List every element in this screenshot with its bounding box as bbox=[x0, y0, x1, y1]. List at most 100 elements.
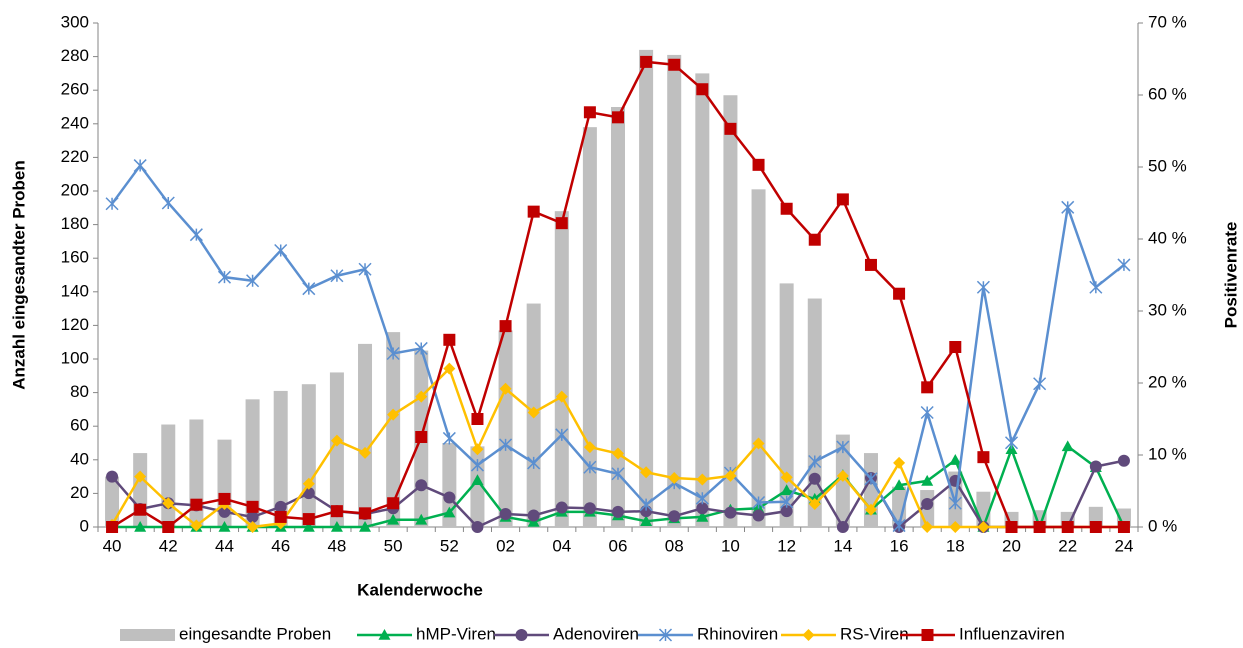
marker bbox=[414, 341, 428, 355]
marker bbox=[1061, 440, 1074, 452]
marker bbox=[330, 434, 343, 447]
marker bbox=[696, 502, 709, 515]
marker bbox=[1061, 521, 1074, 533]
marker bbox=[977, 451, 990, 464]
marker bbox=[695, 491, 709, 505]
marker bbox=[780, 505, 793, 518]
legend-marker bbox=[515, 629, 528, 641]
marker bbox=[724, 469, 737, 482]
marker bbox=[499, 438, 513, 452]
marker bbox=[892, 519, 906, 533]
marker bbox=[612, 111, 624, 124]
y2-axis-title: Positivenrate bbox=[1221, 222, 1240, 329]
x-tick-label: 20 bbox=[1002, 536, 1021, 555]
marker bbox=[527, 205, 540, 218]
marker bbox=[583, 441, 596, 454]
marker bbox=[162, 497, 175, 510]
bar bbox=[723, 95, 738, 528]
marker bbox=[640, 55, 653, 68]
marker bbox=[893, 479, 906, 491]
marker bbox=[949, 521, 962, 533]
y2-tick-label: 0 % bbox=[1148, 516, 1177, 535]
marker bbox=[1089, 521, 1102, 533]
marker bbox=[555, 217, 568, 230]
legend-label: hMP-Viren bbox=[416, 624, 496, 643]
y-tick-label: 80 bbox=[70, 382, 89, 401]
marker bbox=[836, 469, 849, 482]
marker bbox=[1117, 521, 1130, 533]
y2-tick-label: 30 % bbox=[1148, 300, 1187, 319]
bar bbox=[582, 127, 597, 527]
y2-tick-label: 40 % bbox=[1148, 228, 1187, 247]
bar bbox=[133, 453, 148, 527]
marker bbox=[583, 502, 596, 515]
marker bbox=[359, 507, 372, 520]
marker bbox=[696, 510, 709, 522]
marker bbox=[527, 509, 540, 522]
marker bbox=[893, 456, 906, 469]
x-tick-label: 10 bbox=[721, 536, 740, 555]
marker bbox=[808, 233, 821, 246]
marker bbox=[864, 472, 878, 486]
x-tick-label: 04 bbox=[552, 536, 571, 555]
marker bbox=[274, 243, 288, 258]
y-axis-title: Anzahl eingesandter Proben bbox=[9, 160, 28, 390]
marker bbox=[218, 505, 231, 518]
marker bbox=[217, 270, 232, 284]
marker bbox=[499, 382, 512, 395]
marker bbox=[443, 362, 456, 375]
marker bbox=[387, 513, 400, 525]
marker bbox=[780, 495, 794, 509]
legend-label: Influenzaviren bbox=[959, 624, 1065, 643]
y2-tick-label: 20 % bbox=[1148, 372, 1187, 391]
x-tick-label: 06 bbox=[609, 536, 628, 555]
marker bbox=[246, 500, 259, 513]
marker bbox=[415, 513, 428, 525]
marker bbox=[106, 521, 119, 533]
x-tick-label: 52 bbox=[440, 536, 459, 555]
y2-tick-label: 10 % bbox=[1148, 444, 1187, 463]
marker bbox=[555, 501, 568, 514]
marker bbox=[808, 454, 822, 469]
marker bbox=[330, 269, 344, 283]
marker bbox=[190, 519, 203, 532]
legend-marker bbox=[378, 629, 391, 640]
y-tick-label: 160 bbox=[61, 248, 89, 267]
marker bbox=[696, 473, 709, 486]
marker bbox=[921, 521, 934, 533]
y-tick-label: 100 bbox=[61, 348, 89, 367]
y-tick-label: 260 bbox=[61, 80, 89, 99]
x-tick-label: 02 bbox=[496, 536, 515, 555]
marker bbox=[246, 274, 260, 288]
x-tick-label: 44 bbox=[215, 536, 234, 555]
marker bbox=[668, 510, 681, 523]
marker bbox=[359, 446, 372, 459]
marker bbox=[387, 497, 400, 510]
bar bbox=[751, 189, 766, 527]
marker bbox=[302, 521, 315, 532]
y-tick-label: 140 bbox=[61, 281, 89, 300]
marker bbox=[948, 496, 962, 510]
marker bbox=[387, 408, 400, 421]
y-tick-label: 180 bbox=[61, 214, 89, 233]
marker bbox=[780, 202, 793, 215]
marker bbox=[920, 405, 934, 420]
marker bbox=[949, 454, 962, 465]
marker bbox=[1117, 454, 1130, 467]
marker bbox=[471, 474, 484, 485]
bar bbox=[639, 49, 654, 527]
y2-tick-label: 60 % bbox=[1148, 84, 1187, 103]
marker bbox=[189, 228, 203, 242]
x-tick-label: 08 bbox=[665, 536, 684, 555]
marker bbox=[443, 491, 456, 504]
bar bbox=[301, 384, 316, 527]
marker bbox=[442, 431, 456, 445]
y-tick-label: 300 bbox=[61, 12, 89, 31]
x-tick-label: 16 bbox=[890, 536, 909, 555]
bar bbox=[470, 446, 485, 527]
marker bbox=[330, 505, 343, 518]
marker bbox=[555, 390, 568, 403]
marker bbox=[808, 472, 821, 485]
marker bbox=[274, 510, 287, 523]
